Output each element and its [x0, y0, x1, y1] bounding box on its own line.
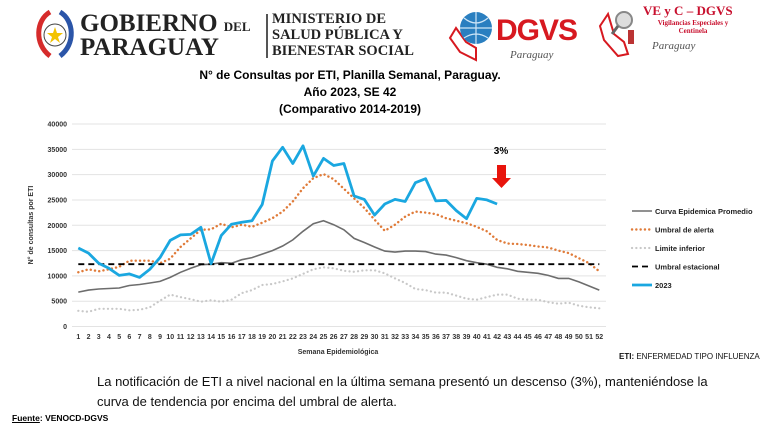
x-tick-label: 45 [524, 334, 532, 341]
x-tick-label: 32 [391, 334, 399, 341]
x-tick-label: 51 [585, 334, 593, 341]
x-tick-label: 39 [463, 334, 471, 341]
vyc-logo: VE y C – DGVS [643, 3, 733, 18]
x-tick-label: 19 [258, 334, 266, 341]
down-arrow-icon [492, 165, 511, 188]
x-tick-label: 24 [309, 334, 317, 341]
series-line-limite-inferior [77, 266, 601, 313]
paraguay-coat-of-arms-logo [36, 9, 74, 58]
x-tick-label: 34 [412, 334, 420, 341]
series-line-umbral-de-alerta [77, 172, 601, 274]
eti-chart: 0 5000 10000 15000 20000 25000 30000 35000 40000… [27, 122, 753, 357]
x-tick-label: 49 [565, 334, 573, 341]
x-tick-label: 41 [483, 334, 491, 341]
x-tick-label: 31 [381, 334, 389, 341]
x-tick-label: 42 [493, 334, 501, 341]
eti-footnote: ETI: ENFERMEDAD TIPO INFLUENZA [619, 352, 760, 361]
x-tick-label: 48 [555, 334, 563, 341]
legend-label: 2023 [655, 281, 672, 290]
series-line-2023 [77, 144, 498, 279]
ministerio-line3: BIENESTAR SOCIAL [272, 43, 414, 59]
x-tick-label: 13 [197, 334, 205, 341]
globe-map-icon [448, 12, 492, 62]
chart-title-line2: Año 2023, SE 42 [303, 85, 397, 99]
x-tick-label: 3 [97, 334, 101, 341]
x-tick-label: 37 [442, 334, 450, 341]
x-tick-label: 26 [330, 334, 338, 341]
x-tick-label: 50 [575, 334, 583, 341]
legend-label: Umbral de alerta [655, 225, 715, 234]
x-tick-label: 10 [166, 334, 174, 341]
y-tick-label: 15000 [48, 248, 68, 255]
y-tick-label: 20000 [48, 223, 68, 230]
x-tick-label: 20 [268, 334, 276, 341]
gobierno-logo-line2: PARAGUAY [80, 34, 219, 61]
x-tick-label: 12 [187, 334, 195, 341]
chart-title-line1: N° de Consultas por ETI, Planilla Semana… [199, 68, 501, 82]
y-tick-label: 30000 [48, 172, 68, 179]
summary-paragraph: La notificación de ETI a nivel nacional … [97, 374, 708, 409]
x-tick-label: 46 [534, 334, 542, 341]
x-tick-label: 7 [138, 334, 142, 341]
dgvs-logo: DGVS [496, 14, 578, 47]
legend-label: Umbral estacional [655, 262, 720, 271]
series-line-curva-epidemica-promedio [78, 219, 600, 293]
x-tick-label: 23 [299, 334, 307, 341]
vyc-logo-subtitle: Vigilancias Especiales y Centinela [657, 19, 729, 35]
x-axis-label: Semana Epidemiológica [298, 349, 379, 356]
x-tick-label: 38 [452, 334, 460, 341]
ministerio-line1: MINISTERIO DE [272, 11, 387, 27]
vyc-logo-country: Paraguay [652, 40, 696, 52]
x-tick-label: 17 [238, 334, 246, 341]
y-tick-label: 10000 [48, 273, 68, 280]
x-tick-label: 35 [422, 334, 430, 341]
x-tick-label: 6 [127, 334, 131, 341]
y-tick-label: 0 [63, 324, 67, 331]
dgvs-logo-subtitle: Paraguay [510, 49, 554, 61]
x-tick-label: 21 [279, 334, 287, 341]
magnifier-map-icon [598, 11, 634, 58]
legend-label: Limite inferior [655, 244, 705, 253]
chart-title-line3: (Comparativo 2014-2019) [278, 102, 422, 116]
x-tick-label: 25 [320, 334, 328, 341]
source-note: Fuente: VENOCD-DGVS [12, 413, 109, 423]
x-tick-label: 29 [360, 334, 368, 341]
x-tick-label: 1 [76, 334, 80, 341]
x-tick-label: 27 [340, 334, 348, 341]
x-tick-label: 44 [514, 334, 522, 341]
x-tick-label: 47 [544, 334, 552, 341]
x-tick-label: 15 [217, 334, 225, 341]
x-tick-label: 30 [371, 334, 379, 341]
legend-label: Curva Epidemica Promedio [655, 207, 753, 216]
x-tick-label: 52 [595, 334, 603, 341]
ministerio-line2: SALUD PÚBLICA Y [272, 27, 403, 43]
x-tick-label: 40 [473, 334, 481, 341]
x-tick-label: 11 [177, 334, 185, 341]
x-tick-label: 22 [289, 334, 297, 341]
x-tick-label: 4 [107, 334, 111, 341]
y-axis-label: N° de consultas por ETI [27, 186, 35, 265]
logo-divider [266, 14, 268, 58]
x-tick-label: 33 [401, 334, 409, 341]
x-tick-label: 8 [148, 334, 152, 341]
x-tick-label: 2 [87, 334, 91, 341]
x-tick-label: 28 [350, 334, 358, 341]
y-tick-label: 5000 [51, 299, 67, 306]
x-tick-label: 18 [248, 334, 256, 341]
x-tick-label: 9 [158, 334, 162, 341]
x-tick-label: 14 [207, 334, 215, 341]
x-tick-label: 16 [228, 334, 236, 341]
decrease-percent-annotation: 3% [494, 146, 509, 157]
y-tick-label: 35000 [48, 147, 68, 154]
gobierno-logo-line1: GOBIERNO DEL [80, 10, 251, 37]
x-tick-label: 5 [117, 334, 121, 341]
y-tick-label: 40000 [48, 122, 68, 129]
x-tick-label: 43 [503, 334, 511, 341]
x-tick-label: 36 [432, 334, 440, 341]
y-tick-label: 25000 [48, 197, 68, 204]
